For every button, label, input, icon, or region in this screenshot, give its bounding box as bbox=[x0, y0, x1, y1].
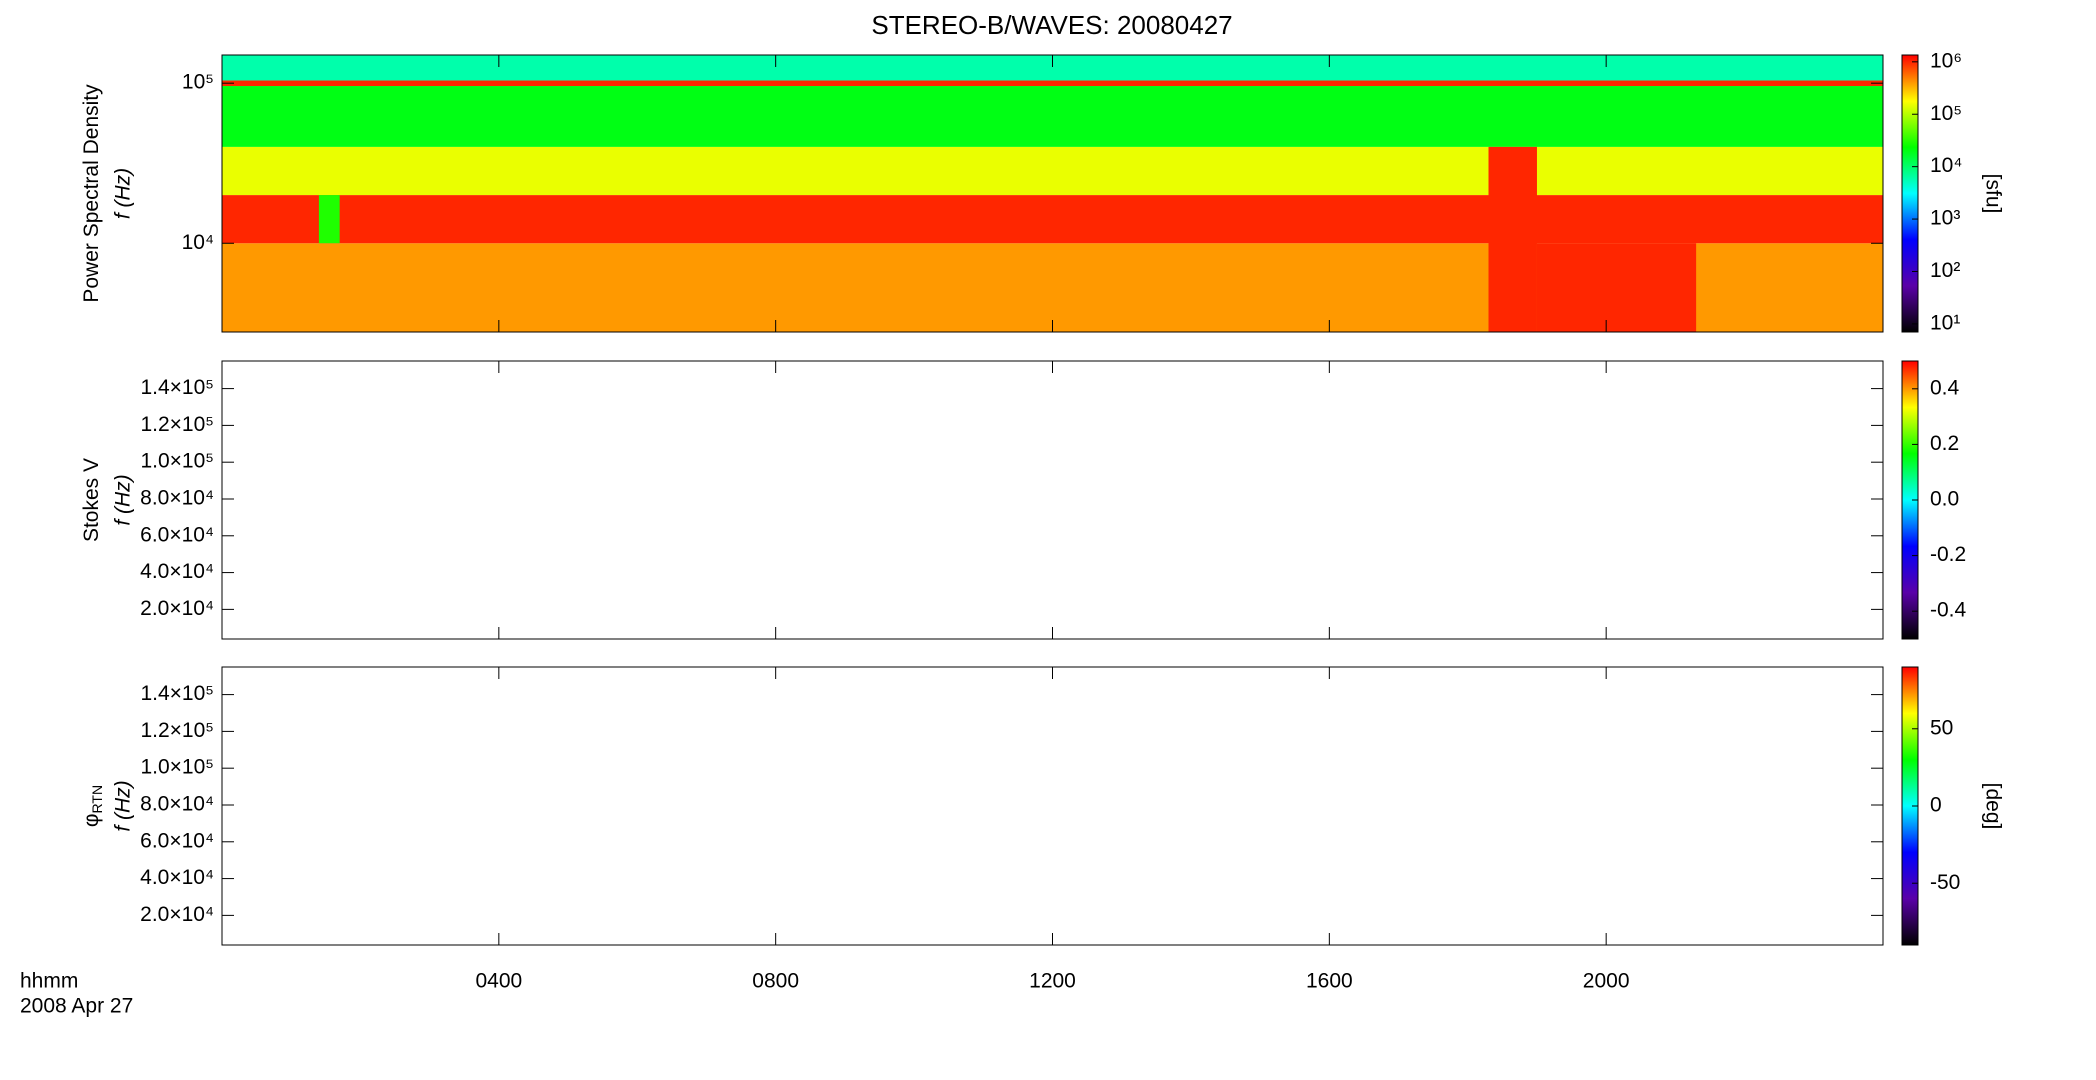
y-tick-label: 6.0×10⁴ bbox=[140, 523, 214, 546]
colorbar-tick-label: 0.4 bbox=[1930, 376, 1960, 399]
y-axis-label: f (Hz) bbox=[112, 780, 135, 831]
plot-frame bbox=[221, 666, 1884, 946]
y-axis-quantity: φRTN bbox=[80, 785, 105, 827]
plot-frame bbox=[221, 360, 1884, 640]
y-tick-label: 4.0×10⁴ bbox=[140, 866, 214, 889]
y-tick-label: 8.0×10⁴ bbox=[140, 487, 214, 510]
colorbar-tick-label: 10⁵ bbox=[1930, 102, 1962, 125]
chart-title: STEREO-B/WAVES: 20080427 bbox=[871, 10, 1232, 40]
colorbar-tick-label: 10⁴ bbox=[1930, 154, 1962, 177]
spectrogram-band bbox=[222, 146, 1883, 196]
x-tick-label: 1200 bbox=[1029, 970, 1076, 993]
quantity-text: φ bbox=[80, 813, 103, 827]
colorbar-tick-label: 0 bbox=[1930, 794, 1942, 817]
colorbar bbox=[1901, 54, 1919, 333]
spectrogram-event bbox=[1488, 146, 1537, 332]
y-tick-label: 2.0×10⁴ bbox=[140, 903, 214, 926]
x-tick-label: 1600 bbox=[1306, 970, 1353, 993]
colorbar-tick-label: -0.2 bbox=[1930, 543, 1966, 566]
y-tick-label: 4.0×10⁴ bbox=[140, 560, 214, 583]
quantity-text: Stokes V bbox=[80, 458, 103, 542]
y-tick-label: 10⁴ bbox=[182, 231, 214, 254]
colorbar-label: [deg] bbox=[1981, 783, 2004, 830]
y-tick-label: 1.0×10⁵ bbox=[140, 450, 214, 473]
x-tick-label: 0400 bbox=[475, 970, 522, 993]
y-tick-label: 1.4×10⁵ bbox=[140, 376, 214, 399]
y-tick-label: 1.4×10⁵ bbox=[140, 682, 214, 705]
quantity-subscript: RTN bbox=[89, 785, 105, 814]
y-axis-label: f (Hz) bbox=[112, 474, 135, 525]
colorbar-tick-label: 10¹ bbox=[1930, 311, 1960, 334]
y-tick-label: 1.2×10⁵ bbox=[140, 413, 214, 436]
spectrogram-band bbox=[222, 86, 1883, 147]
colorbar-tick-label: 0.0 bbox=[1930, 488, 1959, 511]
x-tick-label: 2000 bbox=[1583, 970, 1630, 993]
spectrogram-event bbox=[1536, 243, 1697, 332]
y-tick-label: 1.2×10⁵ bbox=[140, 719, 214, 742]
quantity-text: Power Spectral Density bbox=[80, 84, 103, 303]
x-tick-label: 0800 bbox=[752, 970, 799, 993]
spectrogram-band bbox=[222, 195, 1883, 244]
colorbar-tick-label: 50 bbox=[1930, 716, 1953, 739]
colorbar-label: [sfu] bbox=[1981, 174, 2004, 214]
colorbar-tick-label: 10⁶ bbox=[1930, 49, 1962, 72]
y-tick-label: 10⁵ bbox=[182, 71, 214, 94]
spectrogram-event bbox=[318, 195, 340, 244]
colorbar-tick-label: -50 bbox=[1930, 871, 1960, 894]
y-tick-label: 8.0×10⁴ bbox=[140, 793, 214, 816]
y-tick-label: 6.0×10⁴ bbox=[140, 829, 214, 852]
y-tick-label: 1.0×10⁵ bbox=[140, 756, 214, 779]
colorbar-tick-label: 10³ bbox=[1930, 207, 1960, 230]
x-axis-date: 2008 Apr 27 bbox=[20, 995, 133, 1018]
colorbar-tick-label: 0.2 bbox=[1930, 432, 1959, 455]
y-tick-label: 2.0×10⁴ bbox=[140, 597, 214, 620]
x-axis-label: hhmm bbox=[20, 970, 78, 993]
colorbar-tick-label: -0.4 bbox=[1930, 599, 1967, 622]
spectrogram-band bbox=[222, 80, 1883, 87]
y-axis-quantity: Stokes V bbox=[80, 458, 103, 542]
colorbar-tick-label: 10² bbox=[1930, 259, 1960, 282]
y-axis-quantity: Power Spectral Density bbox=[80, 84, 103, 303]
y-axis-label: f (Hz) bbox=[112, 168, 135, 219]
